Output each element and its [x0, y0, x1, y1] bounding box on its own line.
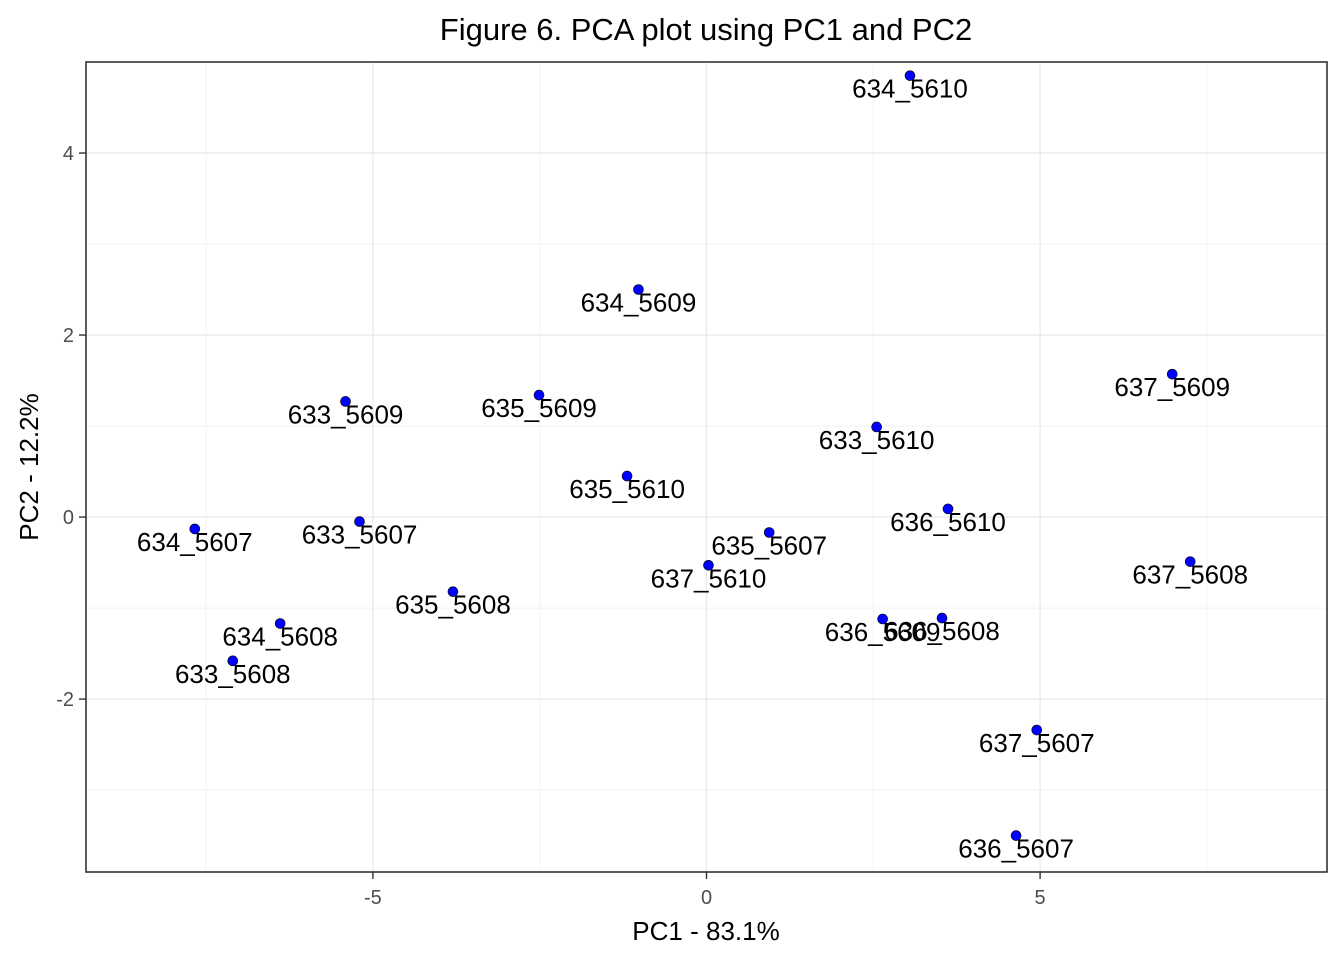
data-point [1184, 556, 1196, 567]
x-tick-label: 5 [1035, 887, 1046, 909]
y-tick-label: 4 [63, 143, 74, 165]
data-point [942, 503, 954, 515]
data-point [904, 70, 916, 81]
point-label: 633_5608 [175, 659, 291, 689]
data-point [340, 396, 351, 407]
chart-title: Figure 6. PCA plot using PC1 and PC2 [440, 12, 972, 47]
data-point [877, 613, 888, 625]
point-label: 635_5609 [481, 393, 597, 423]
data-point [354, 516, 365, 527]
point-labels: 634_5610 634_5609 637_5609 633_5609 635_5609… [137, 74, 1248, 864]
y-tick-label: 0 [63, 507, 74, 529]
point-label: 635_5607 [711, 531, 827, 561]
data-point [871, 421, 882, 433]
data-point [1166, 368, 1178, 380]
point-label: 634_5609 [581, 288, 697, 318]
point-label: 633_5607 [302, 520, 418, 550]
data-point [936, 612, 948, 624]
point-label: 637_5610 [651, 563, 767, 593]
data-point [227, 655, 239, 667]
point-label: 636_5608 [884, 616, 1000, 646]
point-label: 637_5609 [1114, 372, 1230, 402]
gridlines [86, 62, 1327, 872]
point-label: 635_5610 [569, 474, 685, 504]
point-label: 636_5610 [890, 507, 1006, 537]
data-point [1010, 830, 1022, 841]
data-point [447, 586, 459, 597]
x-tick-label: 0 [701, 887, 712, 909]
data-point [189, 523, 201, 535]
point-label: 633_5610 [819, 425, 935, 455]
point-label: 635_5608 [395, 590, 511, 620]
point-label: 636_5607 [958, 834, 1074, 864]
point-label: 634_5608 [222, 622, 338, 652]
data-point [274, 618, 286, 629]
y-axis-title: PC2 - 12.2% [14, 393, 44, 540]
x-tick-label: -5 [364, 887, 382, 909]
data-point [1031, 724, 1043, 736]
point-label: 637_5608 [1132, 560, 1248, 590]
data-points [189, 70, 1196, 841]
y-axis: -2 0 2 4 [56, 143, 86, 711]
y-tick-label: -2 [56, 689, 74, 711]
x-axis: -5 0 5 [364, 872, 1046, 909]
point-label: 634_5610 [852, 74, 968, 104]
data-point [703, 559, 714, 571]
data-point [533, 389, 545, 401]
y-tick-label: 2 [63, 325, 74, 347]
point-label: 636_5609 [825, 617, 941, 647]
point-label: 633_5609 [288, 399, 404, 429]
point-label: 634_5607 [137, 527, 253, 557]
data-point [633, 284, 644, 295]
point-label: 637_5607 [979, 728, 1095, 758]
x-axis-title: PC1 - 83.1% [632, 916, 779, 946]
data-point [763, 527, 775, 538]
data-point [621, 470, 633, 482]
